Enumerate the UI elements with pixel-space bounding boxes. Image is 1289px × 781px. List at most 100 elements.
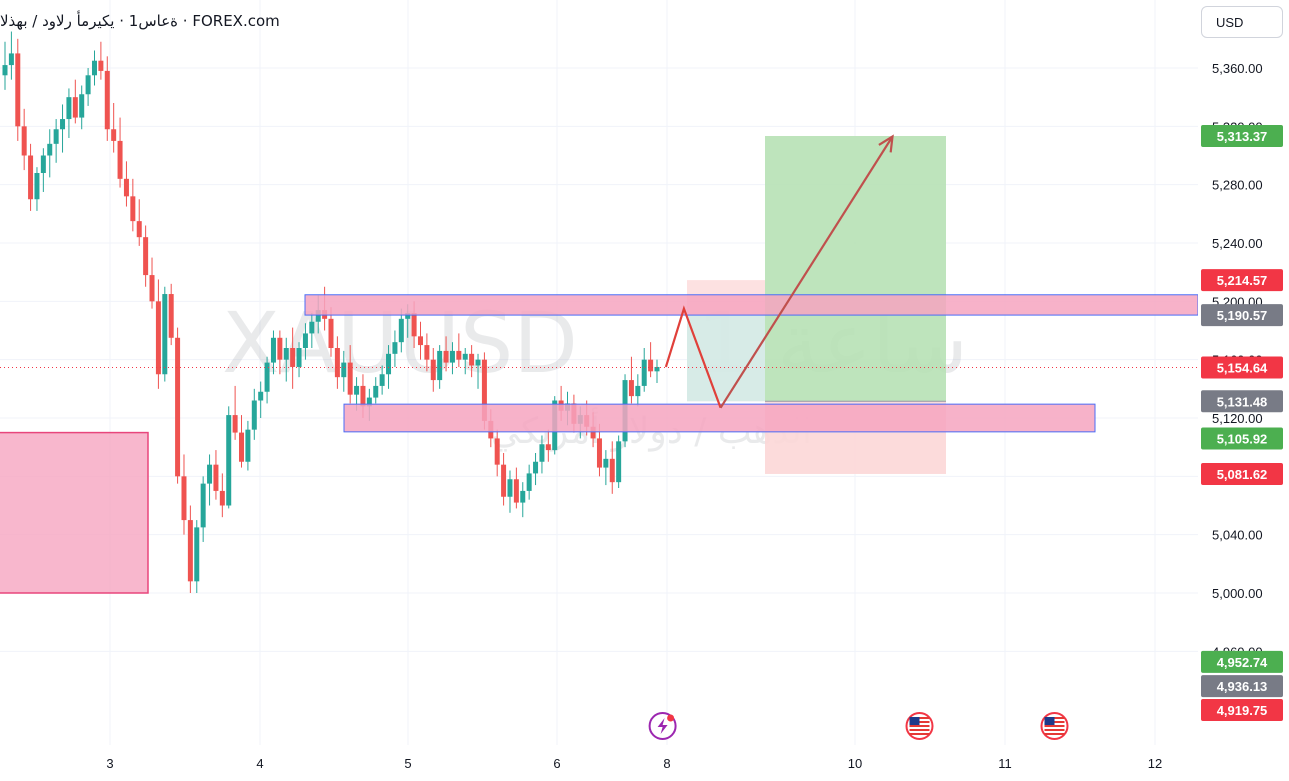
us-flag-icon[interactable] [1040,712,1069,740]
price-tag: 5,131.48 [1201,390,1283,413]
candle [28,143,34,211]
candle-body [168,294,174,338]
candle-body [40,155,46,173]
candle [398,308,404,353]
candle [40,148,46,192]
candle-body [130,196,136,222]
candle [264,356,270,404]
candle-body [616,441,622,483]
candle-body [437,350,443,381]
candle [53,119,59,163]
price-tag-bg [1201,427,1283,450]
candle [341,350,347,392]
candle [200,476,206,542]
candle-body [533,461,539,474]
candle-body [79,94,85,118]
candle [2,41,8,90]
candle [34,167,40,211]
candle [443,336,449,372]
time-axis: 3 4 5 6 8 10 11 12 [0,745,1198,781]
candle-body [239,432,245,462]
candle-body [194,527,200,582]
candle [98,41,104,80]
candle-body [207,464,213,484]
currency-selector[interactable]: USD [1201,6,1283,38]
candle [239,415,245,468]
candle-body [545,444,551,451]
price-tag-bg [1201,699,1283,722]
candle-body [398,318,404,343]
candle-body [47,143,53,156]
candle-body [91,60,97,76]
candle [545,429,551,462]
candle [635,374,641,407]
candle-body [213,464,219,491]
candle-body [66,97,72,120]
candle-body [373,385,379,398]
price-tag-label: 5,081.62 [1217,467,1268,482]
candle [85,68,91,106]
candle [130,178,136,232]
y-tick-label: 5,120.00 [1212,411,1263,426]
support-zone [343,403,1096,433]
candle-body [219,490,225,506]
candle [430,348,436,392]
candle-body [360,385,366,407]
candle-body [328,318,334,348]
candle [616,435,622,488]
candle [207,454,213,506]
candle-body [469,353,475,366]
demand-block [0,431,149,594]
candle-body [60,119,66,130]
price-tag-label: 5,313.37 [1217,129,1268,144]
price-tag: 5,190.57 [1201,304,1283,327]
candle-body [258,391,264,401]
candle [219,473,225,518]
candle-body [296,348,302,367]
candle [654,359,660,383]
candle [91,50,97,86]
projection-arrow [719,135,894,409]
price-tag: 5,214.57 [1201,269,1283,292]
y-tick-label: 5,000.00 [1212,586,1263,601]
candle-body [283,348,289,360]
candle-body [72,97,78,118]
candle [258,381,264,418]
candle-body [392,342,398,354]
us-flag-icon[interactable] [905,712,934,740]
candle-body [277,337,283,360]
candle-body [347,362,353,395]
candle-body [507,479,513,497]
candle [60,104,66,153]
lightning-event-icon[interactable] [648,712,677,740]
candle [187,505,193,593]
price-tag: 5,154.64 [1201,356,1283,379]
x-tick-label: 11 [998,756,1012,771]
candle [232,385,238,440]
candle-body [28,155,34,200]
candle [386,345,392,389]
candle [15,38,21,141]
candle-body [162,294,168,375]
candle-body [379,374,385,386]
x-tick-label: 8 [663,756,670,771]
candle-body [405,313,411,319]
candle [123,161,129,207]
candle-body [539,444,545,462]
price-tag-bg [1201,269,1283,292]
candle-body [648,359,654,372]
price-tag: 4,952.74 [1201,650,1283,673]
candle [469,345,475,378]
candle [111,103,117,153]
price-tag-bg [1201,675,1283,698]
projection-path [664,305,722,409]
candle [437,345,443,389]
y-tick-label: 5,240.00 [1212,236,1263,251]
candle-body [155,301,161,375]
candle-body [526,473,532,491]
candle-body [334,348,340,378]
candle [603,450,609,486]
x-tick-label: 3 [106,756,113,771]
candle-body [181,476,187,521]
